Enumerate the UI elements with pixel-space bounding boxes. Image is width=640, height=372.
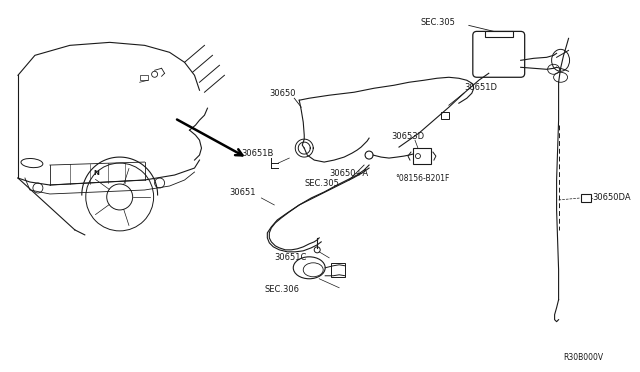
Text: 30651B: 30651B [241, 148, 274, 158]
Bar [413, 148, 431, 164]
Text: °08156-B201F: °08156-B201F [395, 173, 449, 183]
Text: SEC.305: SEC.305 [421, 18, 456, 27]
Text: 30651: 30651 [229, 189, 256, 198]
Bar [331, 263, 345, 277]
Bar [484, 31, 513, 37]
Bar [441, 112, 449, 119]
Text: SEC.305: SEC.305 [304, 179, 339, 187]
Text: 30650: 30650 [269, 89, 296, 98]
Text: 30651D: 30651D [464, 83, 497, 92]
Text: R30B000V: R30B000V [564, 353, 604, 362]
Text: 30653D: 30653D [391, 132, 424, 141]
Bar [140, 75, 148, 80]
Text: 30650DA: 30650DA [593, 193, 631, 202]
Text: SEC.306: SEC.306 [264, 285, 300, 294]
Bar [580, 194, 591, 202]
Text: N: N [94, 170, 100, 176]
Text: 30651C: 30651C [275, 253, 307, 262]
Text: 30650+A: 30650+A [329, 169, 368, 177]
